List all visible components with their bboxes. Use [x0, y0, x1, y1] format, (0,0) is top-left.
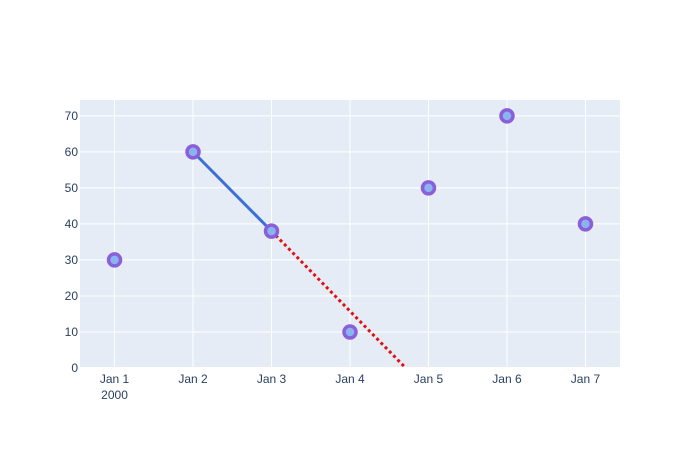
data-point [185, 144, 201, 160]
y-axis-ticks: 0 10 20 30 40 50 60 70 [65, 109, 79, 375]
data-points [106, 108, 594, 340]
data-point [106, 252, 123, 268]
x-tick-year-label: 2000 [101, 388, 128, 402]
data-point [420, 180, 437, 196]
solid-line-segment [191, 150, 273, 233]
y-tick-label: 10 [65, 325, 79, 339]
y-tick-label: 50 [65, 181, 79, 195]
x-tick-label: Jan 7 [571, 372, 601, 386]
data-point [499, 108, 515, 124]
x-axis-ticks: Jan 1 2000 Jan 2 Jan 3 Jan 4 Jan 5 Jan 6 Jan 7 [100, 372, 601, 402]
data-point [342, 324, 358, 340]
line-segments [191, 150, 407, 370]
data-point [263, 223, 280, 239]
x-tick-label: Jan 1 [100, 372, 130, 386]
x-tick-label: Jan 2 [178, 372, 208, 386]
y-tick-label: 70 [65, 109, 79, 123]
x-tick-label: Jan 3 [257, 372, 287, 386]
y-tick-label: 40 [65, 217, 79, 231]
y-tick-label: 0 [71, 361, 78, 375]
y-tick-label: 20 [65, 289, 79, 303]
data-point [577, 216, 594, 232]
dotted-line-segment [270, 230, 407, 370]
x-tick-label: Jan 4 [335, 372, 365, 386]
y-tick-label: 60 [65, 145, 79, 159]
x-tick-label: Jan 6 [492, 372, 522, 386]
y-tick-label: 30 [65, 253, 79, 267]
x-tick-label: Jan 5 [414, 372, 444, 386]
